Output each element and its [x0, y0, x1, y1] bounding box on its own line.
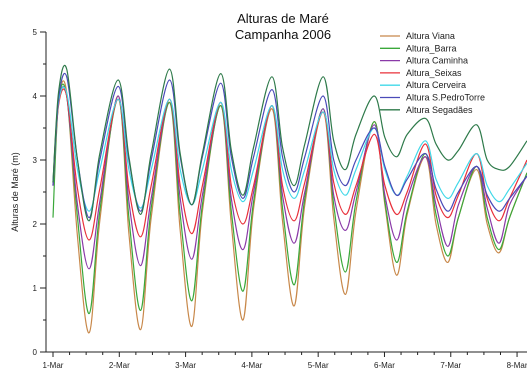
- legend-label-altura-segad-es: Altura Segadães: [406, 105, 473, 115]
- x-ticks: 1-Mar 2-Mar 3-Mar 4-Mar 5-Mar 6-Mar 7-Mar 8-Mar: [43, 352, 527, 370]
- x-tick-label: 5-Mar: [308, 361, 329, 370]
- legend: Altura Viana Altura_Barra Altura Caminha Al…: [380, 31, 485, 115]
- plot-lines: [52, 64, 527, 334]
- legend-label-altura-cerveira: Altura Cerveira: [406, 80, 466, 90]
- series-line-altura-s-pedrotorre: [52, 72, 527, 219]
- series-line-altura-cerveira: [52, 86, 527, 212]
- x-tick-label: 8-Mar: [507, 361, 527, 370]
- legend-label-altura-caminha: Altura Caminha: [406, 56, 468, 66]
- chart-title: Alturas de Maré: [237, 11, 329, 26]
- y-tick-label: 3: [33, 156, 38, 165]
- y-ticks: 0 1 2 3 4 5: [33, 28, 46, 357]
- y-tick-label: 4: [33, 92, 38, 101]
- legend-label-altura-viana: Altura Viana: [406, 31, 455, 41]
- y-tick-label: 5: [33, 28, 38, 37]
- series-line-altura-segad-es: [52, 64, 527, 222]
- y-tick-label: 1: [33, 284, 38, 293]
- y-tick-label: 0: [33, 348, 38, 357]
- x-tick-label: 4-Mar: [241, 361, 262, 370]
- y-axis-label: Alturas de Maré (m): [10, 152, 20, 232]
- legend-label-altura-s-pedrotorre: Altura S.PedroTorre: [406, 93, 485, 103]
- y-tick-label: 2: [33, 220, 38, 229]
- legend-label-altura-barra: Altura_Barra: [406, 43, 457, 53]
- x-tick-label: 3-Mar: [175, 361, 196, 370]
- x-tick-label: 2-Mar: [109, 361, 130, 370]
- legend-label-altura-seixas: Altura_Seixas: [406, 68, 462, 78]
- chart-subtitle: Campanha 2006: [235, 27, 331, 42]
- x-tick-label: 6-Mar: [374, 361, 395, 370]
- x-tick-label: 1-Mar: [43, 361, 64, 370]
- x-tick-label: 7-Mar: [440, 361, 461, 370]
